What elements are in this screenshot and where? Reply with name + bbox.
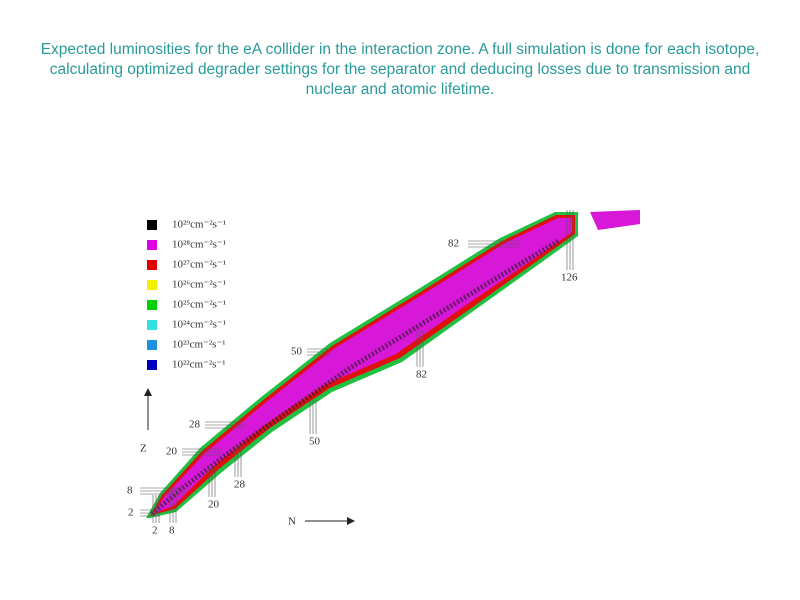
z-arrow-head [144,388,152,396]
legend-swatch [147,260,157,270]
legend-swatch [147,240,157,250]
legend-label: 10²⁷cm⁻²s⁻¹ [172,259,226,271]
legend-label: 10²⁵cm⁻²s⁻¹ [172,299,226,311]
legend-label: 10²⁸cm⁻²s⁻¹ [172,239,226,251]
stability-line [150,237,562,516]
legend-label: 10²⁶cm⁻²s⁻¹ [172,279,226,291]
proton-magic-label: 8 [127,485,133,497]
n-arrow-head [347,517,355,525]
nuclide-island [590,210,640,230]
z-axis-label: Z [140,443,147,455]
n-axis-label: N [288,516,296,528]
proton-magic-label: 50 [291,346,303,358]
nuclide-band [153,218,572,514]
neutron-magic-label: 20 [208,499,220,511]
legend-swatch [147,320,157,330]
proton-magic-label: 82 [448,238,459,250]
proton-magic-label: 28 [189,419,201,431]
legend-label: 10²⁴cm⁻²s⁻¹ [172,319,226,331]
legend-swatch [147,220,157,230]
neutron-magic-label: 126 [561,272,578,284]
legend-label: 10²²cm⁻²s⁻¹ [172,359,226,371]
legend-swatch [147,280,157,290]
neutron-magic-label: 2 [152,525,158,537]
legend-label: 10²⁹cm⁻²s⁻¹ [172,219,226,231]
legend-label: 10²³cm⁻²s⁻¹ [172,339,226,351]
legend-swatch [147,340,157,350]
legend-swatch [147,360,157,370]
caption: Expected luminosities for the eA collide… [40,41,760,98]
proton-magic-label: 20 [166,446,178,458]
neutron-magic-label: 50 [309,436,321,448]
legend-swatch [147,300,157,310]
neutron-magic-label: 82 [416,369,427,381]
proton-magic-label: 2 [128,507,134,519]
neutron-magic-label: 8 [169,525,175,537]
neutron-magic-label: 28 [234,479,246,491]
